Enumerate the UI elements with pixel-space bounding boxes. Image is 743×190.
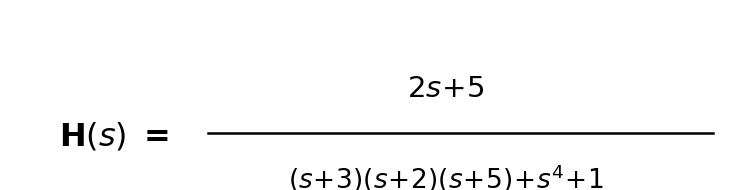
Text: $(s\!+\!3)(s\!+\!2)(s\!+\!5)\!+\!s^4\!+\!1$: $(s\!+\!3)(s\!+\!2)(s\!+\!5)\!+\!s^4\!+\… (288, 162, 604, 190)
Text: $\bf{H}$$\bf{\it{(s)}}$ $\bf{=}$: $\bf{H}$$\bf{\it{(s)}}$ $\bf{=}$ (59, 121, 169, 153)
Text: $2s\!+\!5$: $2s\!+\!5$ (407, 75, 484, 103)
